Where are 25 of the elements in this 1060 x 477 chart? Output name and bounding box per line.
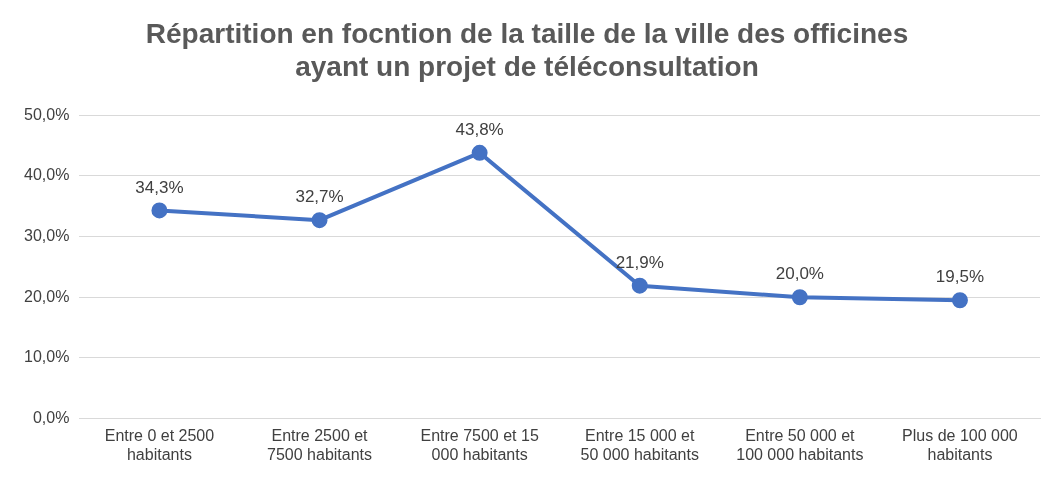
point <box>151 202 168 219</box>
y-tick-label: 40,0% <box>23 166 70 184</box>
point <box>951 292 968 309</box>
x-tick-label: Entre 2500 et 7500 habitants <box>267 426 373 463</box>
y-tick-label: 10,0% <box>23 348 70 366</box>
point <box>471 144 488 161</box>
y-tick-label: 20,0% <box>23 287 70 305</box>
x-tick-label: Plus de 100 000 habitants <box>902 426 1018 463</box>
point <box>631 277 648 294</box>
point <box>311 212 328 229</box>
data-label: 43,8% <box>455 120 504 140</box>
y-tick-label: 50,0% <box>23 105 70 123</box>
data-label: 34,3% <box>135 177 184 197</box>
data-label: 21,9% <box>615 252 664 272</box>
y-tick-label: 30,0% <box>23 226 70 244</box>
chart-title: Répartition en focntion de la taille de la ville des officines ayant un projet de téléconsultation <box>145 17 909 83</box>
data-label: 20,0% <box>775 264 824 284</box>
data-label: 19,5% <box>935 267 985 287</box>
x-tick-label: Entre 50 000 et 100 000 habitants <box>736 426 864 463</box>
x-tick-label: Entre 0 et 2500 habitants <box>104 426 215 463</box>
data-label: 32,7% <box>295 187 344 207</box>
point <box>791 289 808 306</box>
x-tick-label: Entre 15 000 et 50 000 habitants <box>580 426 699 463</box>
y-tick-label: 0,0% <box>32 409 70 427</box>
x-tick-label: Entre 7500 et 15 000 habitants <box>420 426 539 463</box>
